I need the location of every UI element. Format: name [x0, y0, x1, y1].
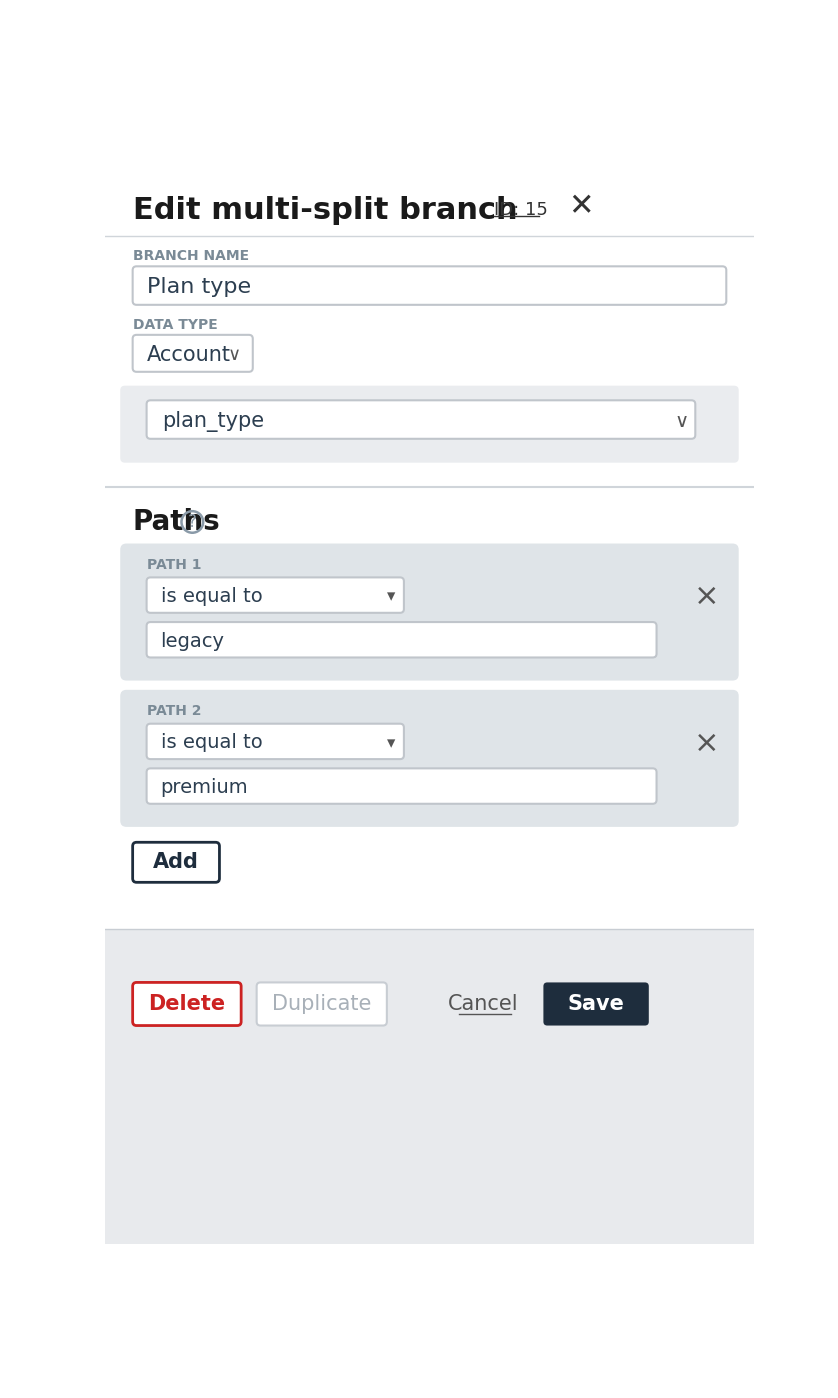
Text: BRANCH NAME: BRANCH NAME: [132, 249, 249, 263]
FancyBboxPatch shape: [132, 842, 220, 882]
Text: DATA TYPE: DATA TYPE: [132, 317, 217, 331]
Text: Duplicate: Duplicate: [272, 994, 371, 1014]
Text: ✕: ✕: [568, 192, 593, 221]
FancyBboxPatch shape: [147, 622, 656, 657]
Text: Cancel: Cancel: [447, 994, 518, 1014]
Bar: [105, 928, 754, 1244]
FancyBboxPatch shape: [147, 724, 404, 759]
FancyBboxPatch shape: [120, 386, 739, 463]
FancyBboxPatch shape: [147, 769, 656, 804]
Text: ×: ×: [693, 582, 719, 611]
Text: Add: Add: [153, 853, 199, 872]
Text: PATH 1: PATH 1: [147, 558, 201, 572]
Text: ∨: ∨: [675, 411, 689, 431]
Text: ID: 15: ID: 15: [494, 201, 548, 219]
FancyBboxPatch shape: [147, 400, 696, 439]
FancyBboxPatch shape: [132, 267, 727, 305]
Text: ▾: ▾: [387, 734, 396, 752]
FancyBboxPatch shape: [120, 544, 739, 681]
Text: Edit multi-split branch: Edit multi-split branch: [132, 196, 517, 225]
Text: is equal to: is equal to: [161, 587, 262, 607]
Text: legacy: legacy: [161, 632, 225, 651]
Text: ∨: ∨: [227, 345, 241, 363]
FancyBboxPatch shape: [132, 983, 241, 1026]
FancyBboxPatch shape: [120, 689, 739, 826]
Text: Paths: Paths: [132, 507, 220, 535]
Text: Delete: Delete: [148, 994, 225, 1014]
Text: Plan type: Plan type: [147, 277, 251, 298]
Text: is equal to: is equal to: [161, 734, 262, 752]
FancyBboxPatch shape: [256, 983, 387, 1026]
Text: ▾: ▾: [387, 587, 396, 605]
FancyBboxPatch shape: [132, 336, 253, 372]
Text: PATH 2: PATH 2: [147, 705, 201, 719]
Text: plan_type: plan_type: [162, 411, 264, 432]
Text: ×: ×: [693, 728, 719, 758]
Text: Account: Account: [147, 345, 230, 365]
Text: Save: Save: [567, 994, 624, 1014]
Text: premium: premium: [161, 779, 248, 797]
FancyBboxPatch shape: [147, 577, 404, 612]
Text: ?: ?: [188, 513, 197, 531]
FancyBboxPatch shape: [543, 983, 649, 1026]
